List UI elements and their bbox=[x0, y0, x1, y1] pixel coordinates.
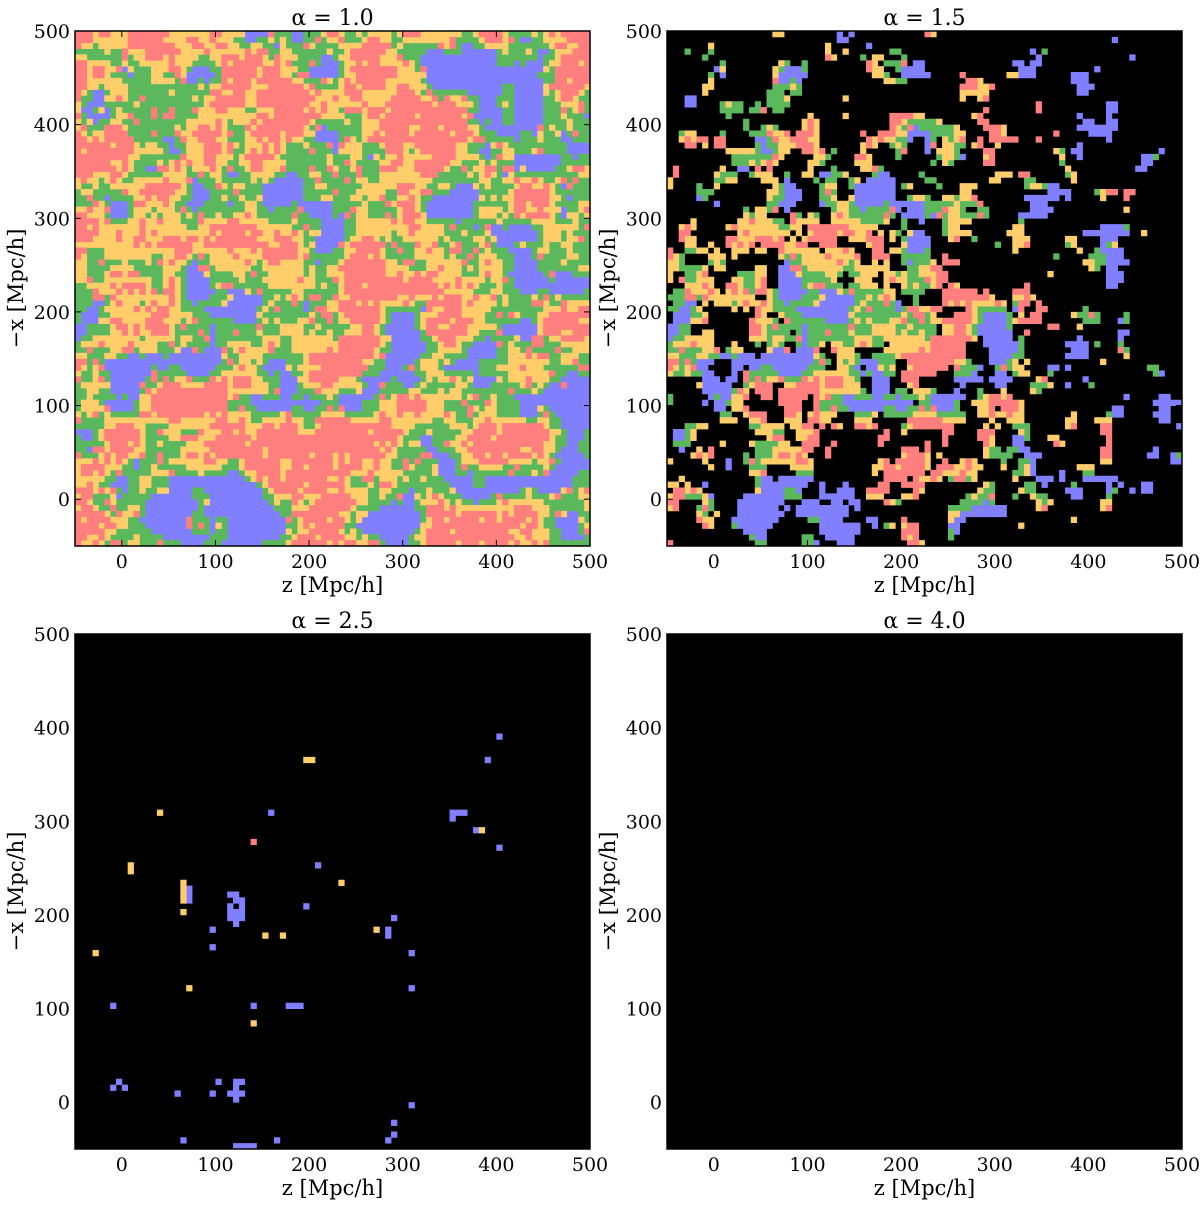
y-tick-label: 500 bbox=[626, 21, 662, 43]
y-axis-label: −x [Mpc/h] bbox=[596, 229, 620, 349]
y-tick-label: 300 bbox=[626, 811, 662, 833]
y-tick-label: 100 bbox=[626, 999, 662, 1021]
y-tick-label: 100 bbox=[626, 396, 662, 418]
x-tick-label: 500 bbox=[572, 1154, 608, 1176]
y-tick-label: 500 bbox=[34, 624, 70, 646]
y-tick-label: 0 bbox=[650, 1092, 662, 1114]
y-axis-label: −x [Mpc/h] bbox=[4, 229, 28, 349]
y-tick-label: 0 bbox=[58, 1092, 70, 1114]
y-tick-label: 0 bbox=[650, 489, 662, 511]
x-axis-label: z [Mpc/h] bbox=[282, 1176, 383, 1200]
x-axis-label: z [Mpc/h] bbox=[874, 573, 975, 597]
y-tick-label: 200 bbox=[626, 302, 662, 324]
x-tick-label: 400 bbox=[478, 1154, 514, 1176]
y-tick-label: 500 bbox=[34, 21, 70, 43]
x-tick-label: 400 bbox=[1070, 551, 1106, 573]
plot-background bbox=[667, 634, 1182, 1149]
x-axis-label: z [Mpc/h] bbox=[282, 573, 383, 597]
y-tick-label: 400 bbox=[626, 115, 662, 137]
y-tick-label: 300 bbox=[34, 811, 70, 833]
y-tick-label: 200 bbox=[34, 302, 70, 324]
y-tick-label: 100 bbox=[34, 396, 70, 418]
x-tick-label: 200 bbox=[291, 1154, 327, 1176]
x-tick-label: 0 bbox=[708, 1154, 720, 1176]
y-axis-label: −x [Mpc/h] bbox=[596, 832, 620, 952]
panel-4: α = 4.0 0 100 200 300 400 500 0 100 200 300 400 500 z… bbox=[596, 609, 1200, 1200]
y-tick-label: 400 bbox=[626, 718, 662, 740]
x-tick-label: 500 bbox=[572, 551, 608, 573]
cells-cluster bbox=[251, 839, 257, 845]
x-tick-label: 300 bbox=[977, 1154, 1013, 1176]
x-tick-label: 500 bbox=[1164, 1154, 1200, 1176]
plot-background bbox=[75, 634, 590, 1149]
panel-title: α = 1.0 bbox=[291, 6, 373, 31]
x-tick-label: 300 bbox=[385, 1154, 421, 1176]
x-tick-label: 0 bbox=[116, 551, 128, 573]
x-tick-label: 100 bbox=[197, 1154, 233, 1176]
x-tick-label: 200 bbox=[291, 551, 327, 573]
x-tick-label: 200 bbox=[883, 551, 919, 573]
y-tick-label: 400 bbox=[34, 115, 70, 137]
x-tick-label: 100 bbox=[789, 1154, 825, 1176]
y-tick-label: 100 bbox=[34, 999, 70, 1021]
panel-title: α = 2.5 bbox=[291, 609, 373, 634]
y-tick-label: 300 bbox=[34, 208, 70, 230]
y-tick-label: 400 bbox=[34, 718, 70, 740]
x-axis-label: z [Mpc/h] bbox=[874, 1176, 975, 1200]
y-tick-label: 200 bbox=[626, 905, 662, 927]
x-tick-label: 400 bbox=[1070, 1154, 1106, 1176]
y-axis-label: −x [Mpc/h] bbox=[4, 832, 28, 952]
y-tick-label: 200 bbox=[34, 905, 70, 927]
x-tick-label: 400 bbox=[478, 551, 514, 573]
x-tick-label: 300 bbox=[977, 551, 1013, 573]
panel-3: α = 2.5 0 100 200 300 400 500 0 100 200 300 400 500 z… bbox=[4, 609, 608, 1200]
x-tick-label: 100 bbox=[789, 551, 825, 573]
panel-2: α = 1.5 0 100 200 300 400 500 0 100 200 300 400 500 z… bbox=[596, 6, 1200, 597]
panel-1: α = 1.0 0 100 200 300 400 500 0 100 200 300 400 500 z… bbox=[4, 6, 608, 597]
y-tick-label: 0 bbox=[58, 489, 70, 511]
x-tick-label: 100 bbox=[197, 551, 233, 573]
x-tick-label: 0 bbox=[116, 1154, 128, 1176]
y-tick-label: 500 bbox=[626, 624, 662, 646]
x-tick-label: 200 bbox=[883, 1154, 919, 1176]
x-tick-label: 0 bbox=[708, 551, 720, 573]
panel-title: α = 1.5 bbox=[883, 6, 965, 31]
y-tick-label: 300 bbox=[626, 208, 662, 230]
panel-title: α = 4.0 bbox=[883, 609, 965, 634]
x-tick-label: 500 bbox=[1164, 551, 1200, 573]
x-tick-label: 300 bbox=[385, 551, 421, 573]
